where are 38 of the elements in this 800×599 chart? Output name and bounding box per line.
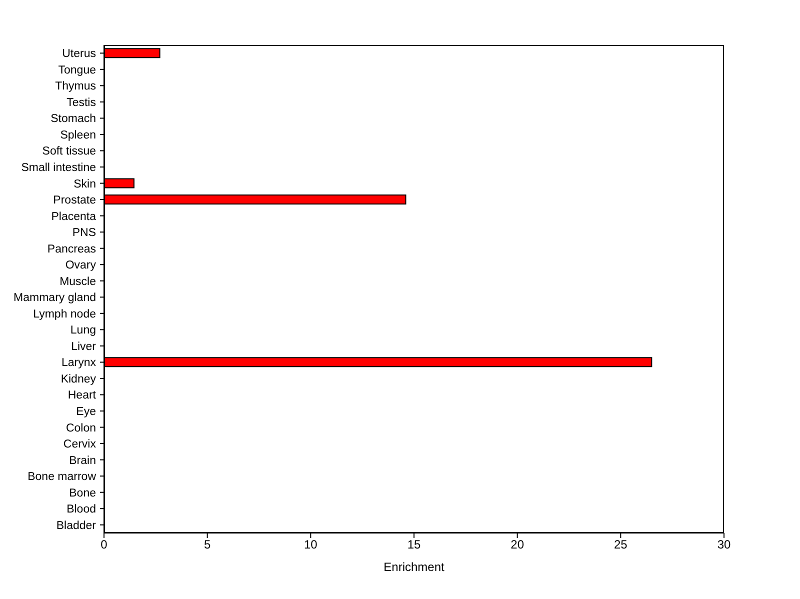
y-tick-label: Soft tissue xyxy=(42,146,96,158)
y-tick-label: Skin xyxy=(74,178,96,190)
y-tick-label: Thymus xyxy=(55,80,96,93)
y-tick-label: Placenta xyxy=(51,210,97,223)
x-tick-label: 20 xyxy=(510,538,524,552)
y-tick-label: Colon xyxy=(66,422,96,434)
y-tick-label: Mammary gland xyxy=(14,292,96,304)
x-tick-label: 0 xyxy=(100,538,108,552)
y-tick-label: Bone marrow xyxy=(28,471,97,484)
x-axis-title: Enrichment xyxy=(384,560,446,574)
y-tick-label: Bone xyxy=(69,487,96,500)
x-tick-label: 5 xyxy=(204,538,211,552)
y-tick-label: Cervix xyxy=(63,438,96,451)
y-tick-label: Tongue xyxy=(58,64,96,76)
y-tick-label: Muscle xyxy=(60,276,96,288)
y-tick-label: Brain xyxy=(69,454,96,467)
y-tick-label: Stomach xyxy=(50,113,96,126)
y-tick-label: Lung xyxy=(70,324,96,337)
y-tick-label: Testis xyxy=(66,96,96,109)
y-tick-label: Ovary xyxy=(65,260,96,272)
x-tick-label: 10 xyxy=(304,538,318,552)
y-tick-label: Kidney xyxy=(60,373,96,386)
y-tick-label: Lymph node xyxy=(33,308,96,320)
y-tick-label: Pancreas xyxy=(47,243,96,256)
x-tick-label: 15 xyxy=(407,538,421,552)
y-tick-label: PNS xyxy=(72,227,96,240)
y-tick-label: Prostate xyxy=(53,194,96,207)
y-tick-label: Small intestine xyxy=(21,162,96,174)
y-tick-label: Bladder xyxy=(56,520,96,532)
y-tick-label: Eye xyxy=(76,406,96,418)
y-tick-label: Spleen xyxy=(60,129,96,142)
x-tick-label: 25 xyxy=(614,538,628,552)
x-tick-label: 30 xyxy=(717,538,731,552)
y-tick-label: Blood xyxy=(66,504,96,516)
y-tick-label: Heart xyxy=(68,390,97,402)
y-tick-label: Uterus xyxy=(62,48,96,60)
y-tick-label: Liver xyxy=(71,340,96,353)
y-tick-label: Larynx xyxy=(61,357,96,370)
